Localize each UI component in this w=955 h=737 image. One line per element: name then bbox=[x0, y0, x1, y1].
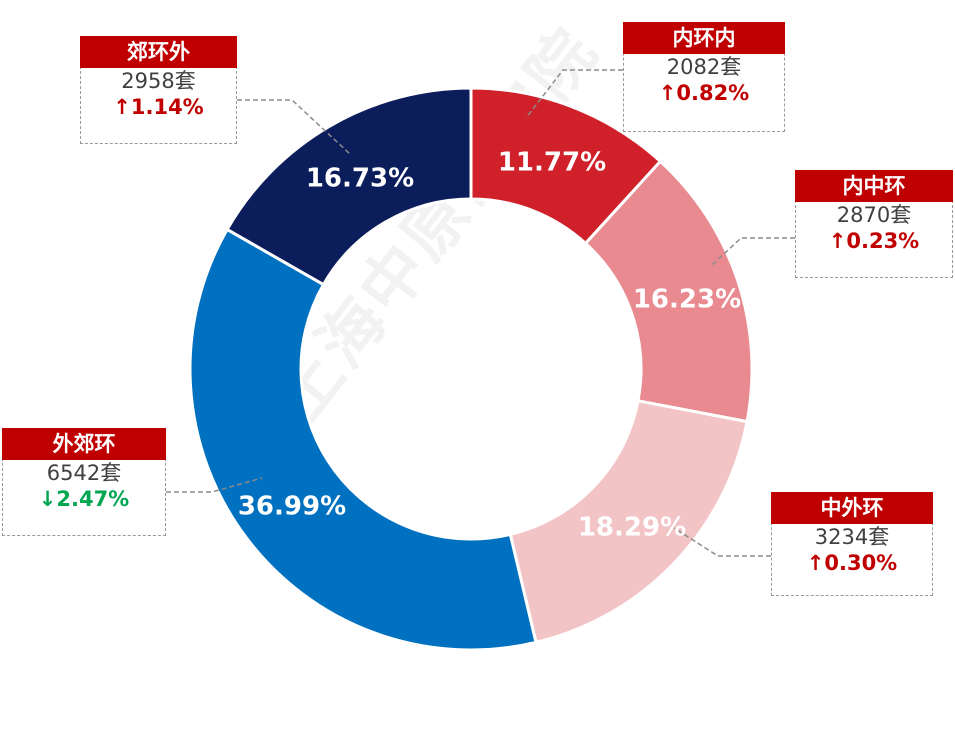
donut-slice-4 bbox=[188, 227, 538, 652]
callout-count: 2870套 bbox=[836, 203, 912, 227]
callout-count: 3234套 bbox=[814, 525, 890, 549]
callout-change: ↑1.14% bbox=[113, 95, 204, 119]
callout-count: 6542套 bbox=[46, 461, 122, 485]
callout-category: 外郊环 bbox=[2, 428, 166, 460]
callout-count: 2082套 bbox=[666, 55, 742, 79]
slice-percent-label: 36.99% bbox=[238, 492, 346, 522]
callout-count: 2958套 bbox=[121, 69, 196, 93]
callout-box: 中外环 3234套 ↑0.30% bbox=[771, 492, 933, 596]
slice-percent-label: 11.77% bbox=[498, 148, 606, 178]
callout-box: 内环内 2082套 ↑0.82% bbox=[623, 22, 785, 132]
callout-category: 内环内 bbox=[623, 22, 785, 54]
callout-box: 外郊环 6542套 ↓2.47% bbox=[2, 428, 166, 536]
callout-box: 郊环外 2958套 ↑1.14% bbox=[80, 36, 237, 144]
donut-slice-5 bbox=[225, 86, 473, 287]
callout-change: ↑0.23% bbox=[828, 229, 920, 253]
leader-line bbox=[673, 527, 771, 557]
slice-percent-label: 18.29% bbox=[578, 513, 686, 543]
leader-line bbox=[711, 237, 795, 266]
donut-slice-2 bbox=[583, 159, 754, 424]
callout-category: 中外环 bbox=[771, 492, 933, 524]
slice-percent-label: 16.23% bbox=[633, 285, 741, 315]
callout-category: 内中环 bbox=[795, 170, 953, 202]
leader-line bbox=[166, 477, 263, 493]
slice-percent-label: 16.73% bbox=[306, 164, 414, 194]
callout-change: ↑0.82% bbox=[658, 81, 750, 105]
leader-line bbox=[525, 69, 623, 119]
callout-category: 郊环外 bbox=[80, 36, 237, 68]
leader-line bbox=[237, 99, 351, 155]
callout-change: ↑0.30% bbox=[806, 551, 898, 575]
donut-slice-3 bbox=[508, 399, 749, 645]
callout-box: 内中环 2870套 ↑0.23% bbox=[795, 170, 953, 278]
callout-change: ↓2.47% bbox=[38, 487, 130, 511]
